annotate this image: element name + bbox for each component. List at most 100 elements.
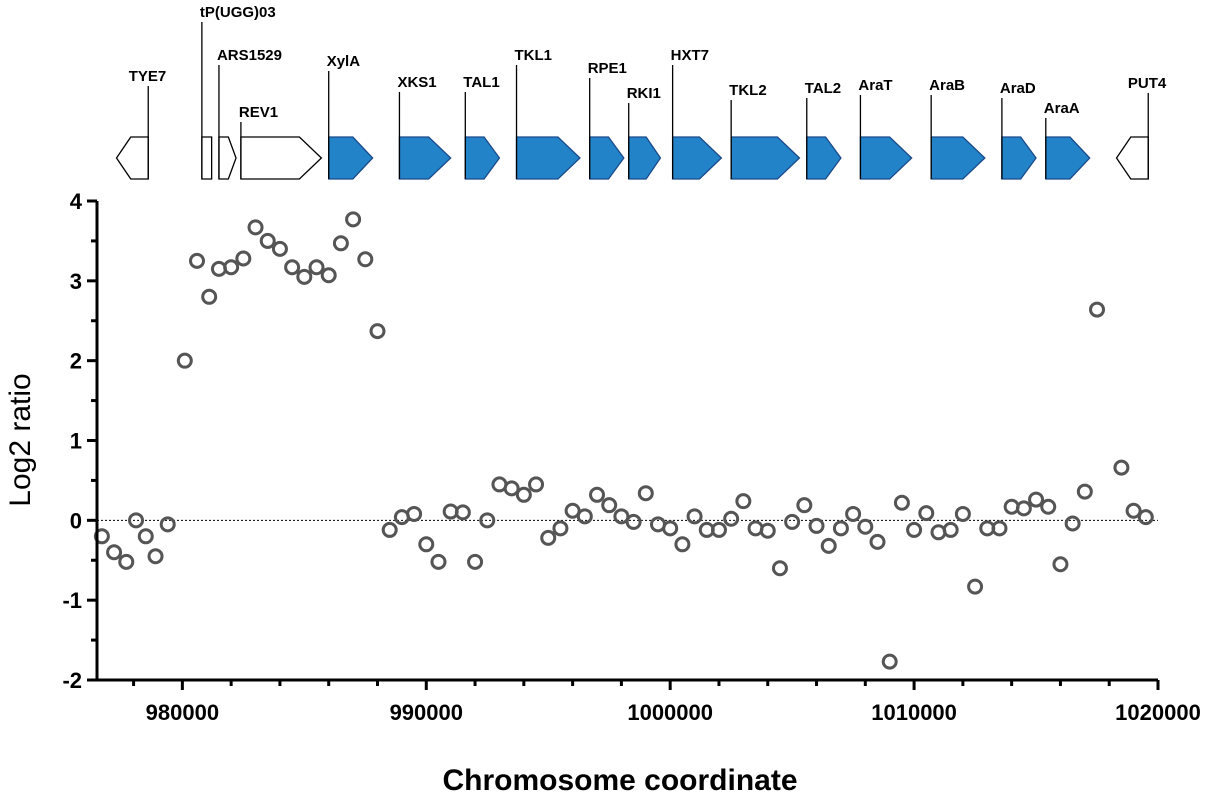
data-point <box>528 476 545 493</box>
y-tick-label: -1 <box>62 588 82 613</box>
plot-area <box>93 211 1158 670</box>
data-point <box>284 259 301 276</box>
data-point <box>540 529 557 546</box>
data-point <box>1064 515 1081 532</box>
gene-label: AraD <box>1000 80 1036 97</box>
data-point <box>723 510 740 527</box>
data-point <box>589 486 606 503</box>
data-point <box>771 560 788 577</box>
data-point <box>967 578 984 595</box>
data-point <box>674 536 691 553</box>
data-point <box>1015 500 1032 517</box>
data-point <box>503 480 520 497</box>
data-point <box>406 505 423 522</box>
data-point <box>332 235 349 252</box>
gene-label: TYE7 <box>129 68 167 85</box>
data-point <box>201 288 218 305</box>
data-point <box>869 533 886 550</box>
data-point <box>552 520 569 537</box>
data-point <box>637 485 654 502</box>
gene-arrow <box>201 136 213 180</box>
data-point <box>296 268 313 285</box>
data-point <box>796 497 813 514</box>
x-tick-label: 980000 <box>146 700 219 725</box>
data-point <box>247 219 264 236</box>
y-tick-label: 1 <box>70 429 82 454</box>
gene-label: RKI1 <box>627 85 661 102</box>
x-tick-label: 1010000 <box>871 700 957 725</box>
data-point <box>271 240 288 257</box>
data-point <box>93 528 110 545</box>
data-point <box>906 521 923 538</box>
x-axis: 980000 990000 1000000 1010000 1020000 <box>97 678 1201 725</box>
data-point <box>1125 502 1142 519</box>
gene-label: HXT7 <box>671 47 709 64</box>
gene-arrow <box>1045 136 1091 180</box>
gene-label: XKS1 <box>397 74 436 91</box>
data-point <box>893 494 910 511</box>
data-point <box>625 513 642 530</box>
data-point <box>918 505 935 522</box>
gene-arrow <box>730 136 801 180</box>
data-point <box>845 505 862 522</box>
data-point <box>369 323 386 340</box>
data-point <box>345 211 362 228</box>
gene-arrow <box>930 136 986 180</box>
gene-arrow <box>464 136 501 180</box>
data-point <box>320 267 337 284</box>
data-point <box>1113 459 1130 476</box>
data-point <box>954 505 971 522</box>
gene-label: ARS1529 <box>217 47 282 64</box>
data-point <box>991 520 1008 537</box>
data-point <box>259 232 276 249</box>
data-point <box>176 352 193 369</box>
gene-track: TYE7 tP(UGG)03 ARS1529 REV1 XylA XKS1 TAL1 TKL1… <box>115 4 1167 180</box>
gene-arrow <box>1001 136 1037 180</box>
data-point <box>662 520 679 537</box>
data-point <box>308 259 325 276</box>
data-point <box>1040 498 1057 515</box>
gene-arrow <box>398 136 452 180</box>
gene-label: tP(UGG)03 <box>200 4 276 21</box>
gene-label: TKL1 <box>515 47 553 64</box>
data-points <box>93 211 1154 670</box>
data-point <box>223 259 240 276</box>
data-point <box>118 553 135 570</box>
data-point <box>381 521 398 538</box>
gene-arrow <box>628 136 662 180</box>
gene-arrow <box>671 136 723 180</box>
y-tick-label: 3 <box>70 269 82 294</box>
x-tick-label: 990000 <box>390 700 463 725</box>
data-point <box>808 517 825 534</box>
data-point <box>710 521 727 538</box>
data-point <box>857 518 874 535</box>
gene-arrow <box>240 136 323 180</box>
gene-label: AraA <box>1044 100 1080 117</box>
data-point <box>515 486 532 503</box>
y-axis-title: Log2 ratio <box>4 373 37 506</box>
data-point <box>1137 509 1154 526</box>
data-point <box>357 251 374 268</box>
data-point <box>106 544 123 561</box>
data-point <box>147 548 164 565</box>
data-point <box>479 512 496 529</box>
gene-arrow <box>218 136 237 180</box>
data-point <box>832 520 849 537</box>
data-point <box>159 516 176 533</box>
gene-arrow <box>806 136 842 180</box>
data-point <box>942 521 959 538</box>
data-point <box>189 252 206 269</box>
gene-label: RPE1 <box>588 60 627 77</box>
x-tick-label: 1020000 <box>1115 700 1201 725</box>
gene-label: PUT4 <box>1128 75 1167 92</box>
x-tick-label: 1000000 <box>627 700 713 725</box>
gene-arrow <box>115 136 149 180</box>
data-point <box>1089 301 1106 318</box>
gene-label: TAL1 <box>463 74 499 91</box>
x-axis-title: Chromosome coordinate <box>442 764 797 797</box>
data-point <box>1076 483 1093 500</box>
data-point <box>576 508 593 525</box>
y-tick-label: 0 <box>70 508 82 533</box>
y-axis: -2 -1 0 1 2 3 4 <box>62 189 99 693</box>
